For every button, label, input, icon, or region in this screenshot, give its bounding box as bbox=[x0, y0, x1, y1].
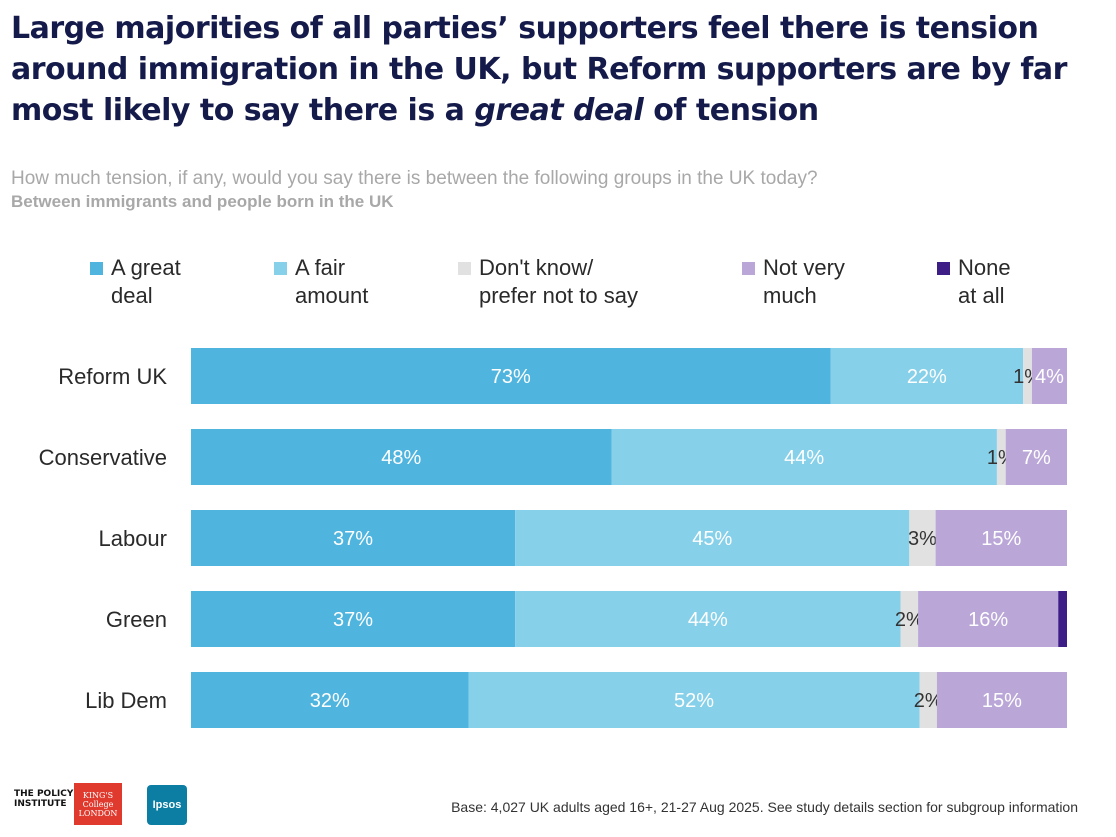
legend-item-none-at-all: None at all bbox=[937, 254, 1116, 310]
legend-item-not-very-much: Not very much bbox=[742, 254, 943, 310]
legend-label-line2: at all bbox=[958, 283, 1005, 308]
data-label-lib-dem-a-great-deal: 32% bbox=[310, 690, 350, 712]
category-label-green: Green bbox=[106, 607, 167, 632]
bar-lib-dem-not-very-much bbox=[936, 672, 1067, 728]
bar-reform-uk-not-very-much bbox=[1031, 348, 1067, 404]
bar-green-a-fair-amount bbox=[515, 591, 901, 647]
kings-college-logo: KING'S College LONDON bbox=[74, 783, 122, 825]
bar-conservative-don-t-know-prefer-not-to-say bbox=[996, 429, 1006, 485]
survey-question: How much tension, if any, would you say … bbox=[11, 168, 818, 189]
bar-lib-dem-don-t-know-prefer-not-to-say bbox=[919, 672, 937, 728]
data-label-labour-a-fair-amount: 45% bbox=[692, 528, 732, 550]
bar-reform-uk-a-great-deal bbox=[191, 348, 831, 404]
chart-title: Large majorities of all parties’ support… bbox=[11, 8, 1101, 131]
bar-conservative-a-fair-amount bbox=[611, 429, 997, 485]
legend-label-line2: much bbox=[763, 283, 817, 308]
legend-label-line2: deal bbox=[111, 283, 153, 308]
legend-swatch-not-very-much bbox=[742, 262, 755, 275]
bar-conservative-a-great-deal bbox=[191, 429, 612, 485]
bar-green-don-t-know-prefer-not-to-say bbox=[900, 591, 919, 647]
category-label-lib-dem: Lib Dem bbox=[85, 688, 167, 713]
title-text: Large majorities of all parties’ support… bbox=[11, 11, 1067, 128]
legend-label-line2: amount bbox=[295, 283, 369, 308]
legend-swatch-dont-know bbox=[458, 262, 471, 275]
legend-item-fair-amount: A fair amount bbox=[274, 254, 475, 310]
data-label-green-not-very-much: 16% bbox=[968, 609, 1008, 631]
legend-label-line2: prefer not to say bbox=[479, 283, 638, 308]
data-label-lib-dem-a-fair-amount: 52% bbox=[674, 690, 714, 712]
legend: A great deal A fair amount Don't know/pref… bbox=[0, 254, 1116, 324]
data-label-labour-not-very-much: 15% bbox=[981, 528, 1021, 550]
data-label-lib-dem-not-very-much: 15% bbox=[982, 690, 1022, 712]
legend-label-line1: A great bbox=[111, 255, 181, 280]
bar-lib-dem-a-fair-amount bbox=[468, 672, 920, 728]
legend-swatch-great-deal bbox=[90, 262, 103, 275]
bar-labour-a-great-deal bbox=[191, 510, 516, 566]
data-label-conservative-not-very-much: 7% bbox=[1022, 447, 1051, 469]
data-label-reform-uk-a-fair-amount: 22% bbox=[907, 366, 947, 388]
bar-labour-a-fair-amount bbox=[515, 510, 910, 566]
legend-label-line1: Don't know/ bbox=[479, 255, 594, 280]
bar-labour-not-very-much bbox=[935, 510, 1067, 566]
bar-green-not-very-much bbox=[918, 591, 1059, 647]
title-emphasis: great deal bbox=[474, 93, 644, 128]
data-label-green-a-great-deal: 37% bbox=[333, 609, 373, 631]
data-label-conservative-a-fair-amount: 44% bbox=[784, 447, 824, 469]
data-label-labour-don-t-know-prefer-not-to-say: 3% bbox=[908, 528, 937, 550]
data-label-reform-uk-a-great-deal: 73% bbox=[491, 366, 531, 388]
base-note: Base: 4,027 UK adults aged 16+, 21-27 Au… bbox=[451, 799, 1078, 815]
data-label-conservative-a-great-deal: 48% bbox=[381, 447, 421, 469]
bar-green-none-at-all bbox=[1058, 591, 1067, 647]
bar-reform-uk-don-t-know-prefer-not-to-say bbox=[1023, 348, 1032, 404]
category-label-reform-uk: Reform UK bbox=[58, 364, 167, 389]
legend-swatch-fair-amount bbox=[274, 262, 287, 275]
category-label-labour: Labour bbox=[98, 526, 167, 551]
data-label-green-don-t-know-prefer-not-to-say: 2% bbox=[895, 609, 924, 631]
legend-label-line1: None bbox=[958, 255, 1011, 280]
ipsos-logo: Ipsos bbox=[147, 785, 187, 825]
legend-label-line1: A fair bbox=[295, 255, 346, 280]
data-label-reform-uk-not-very-much: 4% bbox=[1035, 366, 1064, 388]
bar-labour-don-t-know-prefer-not-to-say bbox=[909, 510, 936, 566]
data-label-labour-a-great-deal: 37% bbox=[333, 528, 373, 550]
data-label-lib-dem-don-t-know-prefer-not-to-say: 2% bbox=[914, 690, 943, 712]
bar-green-a-great-deal bbox=[191, 591, 516, 647]
bar-lib-dem-a-great-deal bbox=[191, 672, 469, 728]
legend-item-dont-know: Don't know/prefer not to say bbox=[458, 254, 659, 310]
category-label-conservative: Conservative bbox=[39, 445, 167, 470]
bar-conservative-not-very-much bbox=[1005, 429, 1067, 485]
legend-label-line1: Not very bbox=[763, 255, 845, 280]
data-label-green-a-fair-amount: 44% bbox=[688, 609, 728, 631]
title-text-end: of tension bbox=[643, 93, 819, 128]
chart-subtitle: Between immigrants and people born in th… bbox=[11, 192, 394, 211]
bar-reform-uk-a-fair-amount bbox=[830, 348, 1024, 404]
policy-institute-logo: THE POLICY INSTITUTE bbox=[14, 789, 74, 809]
legend-item-great-deal: A great deal bbox=[90, 254, 291, 310]
legend-swatch-none-at-all bbox=[937, 262, 950, 275]
